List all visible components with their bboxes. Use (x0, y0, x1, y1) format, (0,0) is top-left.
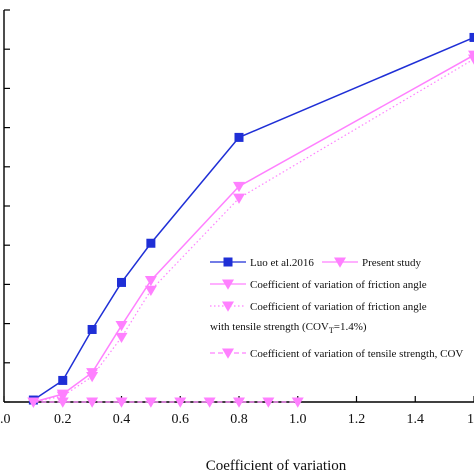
legend-label: Present study (362, 257, 421, 269)
legend-label: with tensile strength (COVT=1.4%) (210, 321, 367, 335)
data-point (115, 397, 128, 408)
data-point (27, 397, 40, 408)
legend-label-part: =1.4%) (334, 321, 367, 333)
data-point (262, 397, 275, 408)
data-point (203, 397, 216, 408)
legend-box (203, 250, 474, 374)
series-4 (27, 397, 304, 408)
data-point (115, 332, 128, 344)
data-point (291, 397, 304, 408)
data-point (56, 397, 69, 408)
x-tick-label: 0.8 (230, 412, 248, 427)
legend-label: Coefficient of variation of friction ang… (250, 279, 427, 291)
x-tick-label: 0.4 (113, 412, 131, 427)
x-tick-label: 1.2 (348, 412, 366, 427)
data-point (87, 324, 97, 334)
data-point (115, 321, 128, 332)
data-point (56, 391, 69, 402)
data-point (117, 277, 126, 287)
legend-label: Coefficient of variation of friction ang… (250, 301, 427, 313)
x-tick-label: 0.6 (172, 412, 190, 427)
legend-subscript: T (329, 326, 334, 335)
data-point (144, 275, 157, 287)
legend-label: Coefficient of variation of tensile stre… (250, 348, 463, 360)
legend-tensile-marker (222, 348, 234, 359)
legend-present-marker (334, 257, 346, 268)
data-point (144, 285, 157, 296)
legend-luo-marker (223, 257, 233, 267)
data-point (58, 375, 68, 385)
x-tick-label: .0 (0, 412, 11, 427)
legend-label-part: with tensile strength (COV (210, 321, 329, 333)
x-axis-title: Coefficient of variation (206, 458, 347, 474)
data-point (86, 397, 99, 408)
x-tick-label: 0.2 (54, 412, 72, 427)
plot-area (27, 32, 474, 408)
data-point (146, 238, 156, 248)
data-point (233, 193, 245, 204)
x-tick-label: 1 (467, 412, 474, 427)
legend-friction-tensile-marker (222, 301, 234, 312)
data-point (86, 372, 99, 383)
legend-friction-marker (222, 279, 234, 290)
x-tick-label: 1.4 (407, 412, 425, 427)
data-point (233, 397, 245, 408)
legend: Luo et al.2016 Present study Coefficient o… (203, 250, 474, 374)
x-tick-label: 1.0 (289, 412, 307, 427)
data-point (234, 132, 244, 142)
data-point (469, 32, 474, 42)
legend-label: Luo et al.2016 (250, 257, 314, 269)
data-point (144, 397, 157, 408)
data-point (468, 54, 474, 65)
data-point (174, 397, 187, 408)
data-point (233, 181, 245, 193)
